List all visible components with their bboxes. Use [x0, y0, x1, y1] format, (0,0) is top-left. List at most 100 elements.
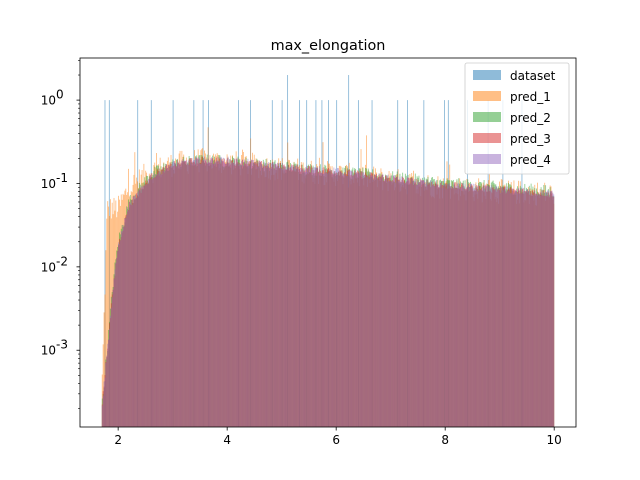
bar-pred_4 — [319, 172, 321, 427]
bar-pred_4 — [328, 172, 329, 427]
bar-pred_4 — [115, 262, 117, 427]
bar-pred_4 — [225, 163, 227, 427]
bar-pred_4 — [393, 175, 395, 427]
bar-pred_4 — [371, 175, 373, 427]
bar-pred_4 — [251, 159, 252, 428]
bar-pred_4 — [327, 173, 328, 427]
bar-pred_4 — [470, 183, 472, 427]
bar-pred_4 — [152, 176, 154, 427]
bar-pred_4 — [457, 183, 459, 427]
bar-pred_4 — [533, 195, 535, 427]
bar-pred_4 — [301, 168, 303, 427]
bar-pred_4 — [430, 179, 432, 427]
bar-pred_4 — [548, 196, 550, 427]
bar-pred_4 — [267, 165, 269, 428]
bar-pred_4 — [223, 157, 224, 427]
bar-pred_4 — [516, 191, 518, 427]
bar-pred_4 — [445, 188, 447, 427]
bar-pred_4 — [237, 162, 239, 427]
bar-pred_4 — [359, 172, 361, 427]
bar-pred_4 — [463, 188, 465, 427]
bar-pred_4 — [365, 175, 366, 427]
bar-pred_4 — [441, 181, 442, 427]
bar-pred_4 — [387, 174, 389, 427]
bar-pred_4 — [206, 162, 208, 427]
bar-pred_4 — [419, 184, 421, 427]
x-tick-label: 4 — [223, 433, 231, 447]
bar-pred_4 — [275, 163, 277, 427]
bar-pred_4 — [306, 165, 308, 428]
bar-pred_4 — [214, 161, 216, 427]
bar-pred_4 — [532, 194, 534, 427]
bar-pred_4 — [360, 175, 362, 427]
bar-pred_4 — [245, 163, 247, 427]
bar-pred_4 — [137, 191, 139, 427]
bar-pred_4 — [216, 156, 218, 428]
bar-pred_4 — [235, 158, 237, 427]
bar-pred_4 — [264, 163, 266, 428]
bar-pred_4 — [171, 163, 173, 427]
bar-pred_4 — [413, 179, 415, 427]
bar-pred_4 — [143, 186, 145, 427]
bar-pred_4 — [427, 185, 429, 427]
bar-pred_4 — [446, 183, 448, 427]
bar-pred_4 — [315, 167, 317, 428]
bar-pred_4 — [407, 177, 409, 427]
bar-pred_4 — [305, 172, 307, 427]
bar-pred_4 — [310, 169, 312, 428]
bar-pred_4 — [492, 186, 494, 427]
bar-pred_4 — [432, 185, 434, 427]
bar-pred_4 — [153, 173, 155, 427]
bar-pred_1 — [106, 218, 108, 427]
bar-pred_4 — [208, 162, 210, 427]
bar-pred_4 — [296, 168, 298, 427]
bar-pred_4 — [197, 156, 199, 427]
bar-pred_4 — [134, 195, 136, 427]
bar-pred_4 — [436, 184, 438, 427]
bar-pred_4 — [234, 163, 236, 427]
bar-pred_4 — [238, 164, 240, 428]
bar-pred_4 — [252, 159, 254, 427]
bar-pred_4 — [273, 169, 275, 428]
bar-pred_4 — [295, 168, 297, 428]
legend: dataset pred_1 pred_2 pred_3 pred_4 — [464, 62, 570, 175]
bar-pred_4 — [280, 167, 281, 427]
bar-pred_4 — [433, 185, 435, 427]
y-tick-label: 10 — [41, 94, 56, 108]
bar-pred_4 — [412, 177, 414, 427]
legend-label-pred_1: pred_1 — [510, 90, 551, 104]
bar-pred_4 — [226, 158, 228, 427]
bar-pred_4 — [166, 168, 168, 427]
bar-pred_4 — [185, 160, 186, 427]
bar-pred_4 — [534, 191, 536, 427]
bar-pred_4 — [103, 381, 105, 427]
bar-pred_4 — [355, 170, 357, 427]
bar-pred_4 — [123, 227, 125, 427]
bar-pred_4 — [423, 180, 425, 427]
bar-pred_4 — [149, 175, 151, 427]
bar-pred_4 — [250, 163, 252, 427]
bar-pred_4 — [195, 157, 196, 428]
bar-pred_4 — [402, 178, 404, 427]
bar-pred_4 — [352, 176, 354, 427]
bar-pred_4 — [364, 174, 366, 427]
bar-pred_4 — [507, 186, 509, 427]
bar-pred_4 — [401, 176, 403, 427]
bar-pred_4 — [434, 186, 436, 427]
bar-pred_4 — [139, 190, 141, 427]
bar-pred_4 — [290, 167, 291, 428]
bar-pred_4 — [488, 185, 490, 427]
bar-pred_4 — [228, 163, 230, 427]
bar-pred_4 — [329, 168, 331, 427]
bar-pred_4 — [144, 184, 146, 427]
bar-pred_4 — [528, 189, 530, 427]
bar-pred_4 — [546, 192, 547, 427]
bar-pred_4 — [121, 231, 123, 427]
bar-pred_4 — [515, 189, 517, 427]
bar-pred_4 — [156, 173, 158, 427]
bar-pred_4 — [502, 190, 504, 427]
bar-pred_4 — [268, 162, 270, 427]
bar-pred_4 — [383, 181, 385, 427]
bar-pred_4 — [465, 190, 467, 427]
bar-pred_4 — [514, 191, 516, 427]
